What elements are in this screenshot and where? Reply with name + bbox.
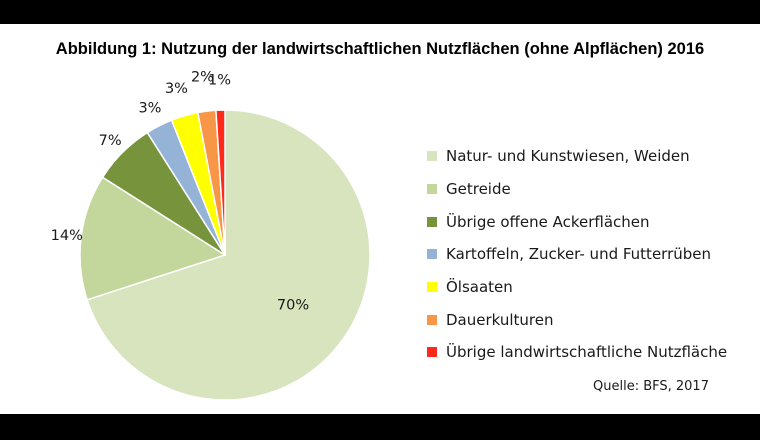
legend-label: Ölsaaten [446,278,513,297]
pie-slice-getreide [79,176,227,301]
legend-item-uebrige-offene-ackerflaechen: Übrige offene Ackerflächen [427,205,727,238]
data-label-oelsaaten: 3% [165,81,188,97]
legend-swatch [427,249,437,260]
legend-item-kartoffeln-zucker-und-futterrueben: Kartoffeln, Zucker- und Futterrüben [427,238,727,271]
pie-chart: 70%14%7%3%3%2%1% [51,70,371,401]
pie-slice-uebrige-landwirtschaftliche-nutzflaeche [215,109,226,256]
data-label-uebrige-landwirtschaftliche-nutzflaeche: 1% [208,73,231,89]
data-label-getreide: 14% [51,228,83,244]
pie-slice-natur-und-kunstwiesen-weiden [86,109,371,401]
legend-label: Getreide [446,180,511,199]
legend-item-dauerkulturen: Dauerkulturen [427,303,727,336]
legend-swatch [427,347,437,358]
legend-label: Dauerkulturen [446,310,554,329]
legend-swatch [427,314,437,325]
legend-swatch [427,216,437,227]
legend-label: Natur- und Kunstwiesen, Weiden [446,147,690,166]
data-label-kartoffeln-zucker-und-futterrueben: 3% [138,101,161,117]
legend-label: Übrige landwirtschaftliche Nutzfläche [446,343,728,362]
legend-swatch [427,184,437,195]
legend-swatch [427,151,437,162]
legend-item-uebrige-landwirtschaftliche-nutzflaeche: Übrige landwirtschaftliche Nutzfläche [427,336,727,369]
data-label-natur-und-kunstwiesen-weiden: 70% [277,297,309,313]
legend-item-natur-und-kunstwiesen-weiden: Natur- und Kunstwiesen, Weiden [427,140,727,173]
legend-swatch [427,282,437,293]
legend-item-oelsaaten: Ölsaaten [427,271,727,304]
chart-frame: Abbildung 1: Nutzung der landwirtschaftl… [0,24,760,414]
chart-legend: Natur- und Kunstwiesen, Weiden Getreide Üb… [427,140,727,369]
chart-title: Abbildung 1: Nutzung der landwirtschaftl… [55,40,705,58]
legend-label: Kartoffeln, Zucker- und Futterrüben [446,245,712,264]
source-note: Quelle: BFS, 2017 [593,379,709,394]
legend-label: Übrige offene Ackerflächen [446,212,650,231]
legend-item-getreide: Getreide [427,173,727,206]
data-label-dauerkulturen: 2% [191,70,214,86]
data-label-uebrige-offene-ackerflaechen: 7% [99,133,122,149]
